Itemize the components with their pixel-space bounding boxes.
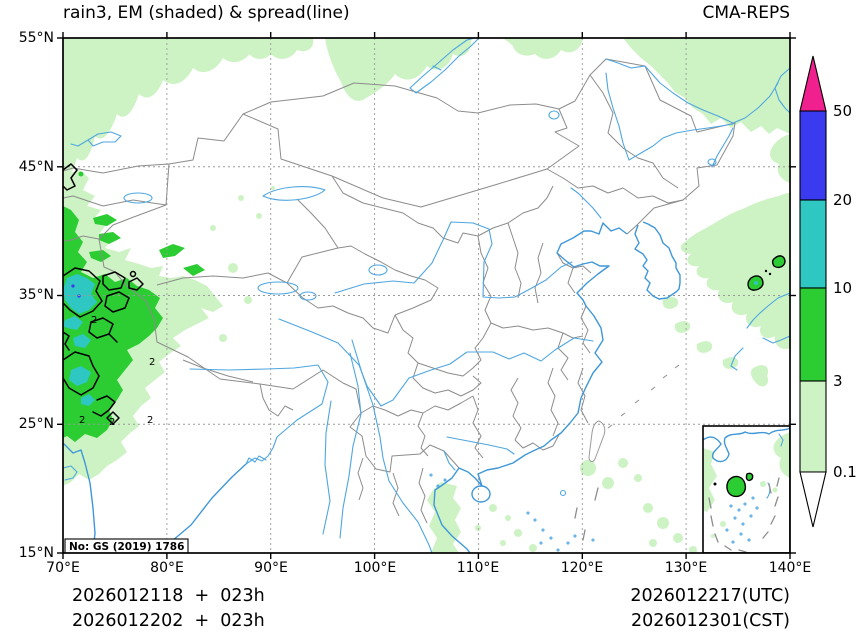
footer-valid-cst: 2026012301(CST) bbox=[630, 611, 790, 631]
colorbar-band-10-20 bbox=[799, 199, 827, 289]
colorbar: 50 20 10 3 0.1 bbox=[799, 55, 857, 528]
colorbar-over-arrow bbox=[799, 55, 827, 112]
south-china-sea-inset bbox=[703, 426, 790, 553]
map-frame bbox=[62, 37, 791, 554]
y-tick-label: 15°N bbox=[18, 545, 54, 561]
sea-speckles bbox=[429, 473, 595, 552]
x-tick-label: 120°E bbox=[560, 560, 604, 576]
footer-valid-utc: 2026012217(UTC) bbox=[630, 586, 790, 606]
contour-label: 2 bbox=[147, 415, 153, 426]
colorbar-under-arrow bbox=[799, 471, 827, 528]
colorbar-band-0.1-3 bbox=[799, 380, 827, 473]
contour-labels: 2 2 2 2 2 bbox=[79, 315, 155, 428]
colorbar-label: 10 bbox=[833, 279, 852, 297]
political-borders bbox=[63, 58, 736, 524]
x-tick-label: 90°E bbox=[254, 560, 288, 576]
license-box: No: GS (2019) 1786 bbox=[64, 538, 189, 553]
precip-blue-speck bbox=[77, 294, 81, 298]
footer-init-utc: 2026012118 + 023h bbox=[72, 586, 265, 606]
inset-speckles bbox=[725, 496, 759, 544]
map-canvas: 2 2 2 2 2 No: GS (2019) 1786 bbox=[57, 32, 796, 559]
colorbar-band-20-50 bbox=[799, 110, 827, 201]
precip-shading-teal bbox=[63, 274, 97, 406]
contour-label: 2 bbox=[79, 415, 85, 426]
colorbar-band-3-10 bbox=[799, 287, 827, 382]
inset-nine-dash-line bbox=[708, 477, 780, 553]
contour-dot bbox=[764, 269, 768, 273]
y-tick-label: 55°N bbox=[18, 30, 54, 46]
x-tick-label: 80°E bbox=[150, 560, 184, 576]
contour-label: 2 bbox=[149, 357, 155, 368]
model-name: CMA-REPS bbox=[702, 3, 790, 23]
contour-dot bbox=[713, 482, 717, 486]
cell-core bbox=[754, 281, 758, 285]
license-text: No: GS (2019) 1786 bbox=[69, 541, 184, 553]
x-tick-label: 70°E bbox=[46, 560, 80, 576]
y-tick-label: 35°N bbox=[18, 287, 54, 303]
plot-title: rain3, EM (shaded) & spread(line) bbox=[63, 3, 350, 23]
precip-shading-light bbox=[63, 38, 790, 553]
colorbar-label: 3 bbox=[833, 372, 843, 390]
axis-ticks bbox=[57, 32, 796, 559]
y-tick-label: 45°N bbox=[18, 159, 54, 175]
contour-dot bbox=[768, 272, 772, 276]
contour-label: 2 bbox=[109, 417, 115, 428]
lat-lon-gridlines bbox=[63, 38, 790, 553]
x-tick-label: 130°E bbox=[664, 560, 708, 576]
y-tick-label: 25°N bbox=[18, 416, 54, 432]
colorbar-label: 20 bbox=[833, 191, 852, 209]
x-tick-label: 100°E bbox=[353, 560, 397, 576]
spread-contours bbox=[63, 163, 786, 425]
contour-label: 2 bbox=[91, 315, 97, 326]
footer-init-cst: 2026012202 + 023h bbox=[72, 611, 265, 631]
inset-frame bbox=[702, 425, 790, 553]
x-tick-label: 140°E bbox=[768, 560, 812, 576]
colorbar-label: 0.1 bbox=[833, 463, 857, 481]
colorbar-label: 50 bbox=[833, 102, 852, 120]
x-tick-label: 110°E bbox=[456, 560, 500, 576]
precip-blue-speck bbox=[71, 284, 75, 288]
nine-dash-line bbox=[574, 487, 599, 541]
rivers-and-coastlines bbox=[63, 38, 790, 553]
